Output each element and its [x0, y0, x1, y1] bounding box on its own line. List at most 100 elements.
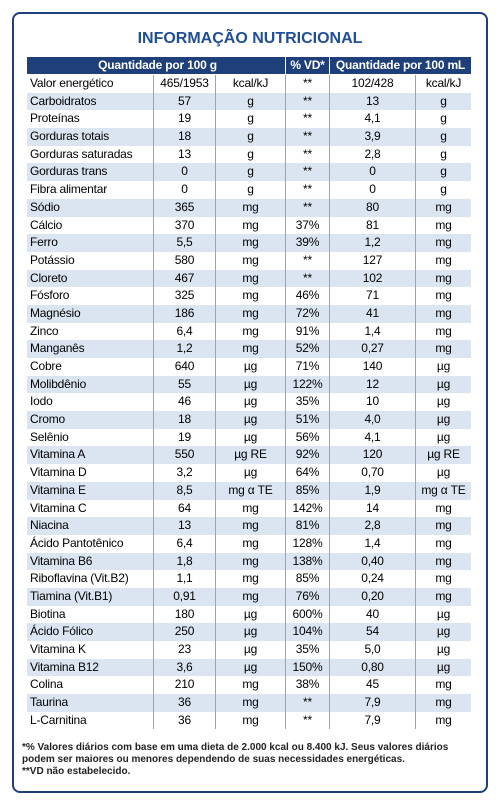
nutrient: Vitamina A — [30, 447, 86, 462]
nutrient: Taurina — [30, 695, 68, 710]
amount: 18 — [153, 411, 215, 429]
table-row: Molibdênio 55 µg 122% 12 µg — [27, 375, 471, 394]
amount-ml: 14 — [329, 499, 415, 518]
amount: 6,4 — [153, 322, 215, 341]
unit-ml: µg — [415, 658, 471, 677]
amount-ml: 127 — [329, 251, 415, 270]
unit-ml: kcal/kJ — [415, 75, 471, 93]
unit-ml: µg — [415, 375, 471, 394]
amount: 0 — [153, 163, 215, 182]
daily-value: 92% — [285, 446, 329, 465]
daily-value: 46% — [285, 287, 329, 305]
table-row: Fósforo 325 mg 46% 71 mg — [27, 287, 471, 305]
unit: µg — [215, 393, 285, 412]
nutrient: Gorduras saturadas — [30, 146, 133, 161]
unit: mg — [215, 287, 285, 305]
daily-value: 56% — [285, 428, 329, 447]
amount-ml: 0,80 — [329, 658, 415, 677]
unit: µg — [215, 641, 285, 659]
table-row: Proteínas 19 g ** 4,1 g — [27, 110, 471, 129]
amount: 467 — [153, 269, 215, 288]
table-row: Gorduras trans 0 g ** 0 g — [27, 163, 471, 182]
amount-ml: 0,70 — [329, 464, 415, 482]
unit-ml: mg — [415, 694, 471, 712]
table-row: Manganês 1,2 mg 52% 0,27 mg — [27, 340, 471, 358]
daily-value: 72% — [285, 304, 329, 323]
daily-value: 38% — [285, 676, 329, 695]
unit-ml: mg — [415, 552, 471, 571]
unit: mg α TE — [215, 481, 285, 500]
nutrient: L-Carnitina — [30, 712, 87, 727]
panel: INFORMAÇÃO NUTRICIONAL Quantidade por 10… — [12, 12, 488, 793]
nutrient: Selênio — [30, 429, 69, 444]
unit: mg — [215, 234, 285, 252]
unit: mg — [215, 251, 285, 270]
unit-ml: µg — [415, 411, 471, 429]
amount: 640 — [153, 358, 215, 376]
amount-ml: 41 — [329, 304, 415, 323]
unit: µg — [215, 428, 285, 447]
nutrient: Vitamina E — [30, 482, 86, 497]
header-cell: Quantidade por 100 mL — [329, 57, 471, 74]
unit-ml: µg — [415, 464, 471, 482]
nutrient: Fibra alimentar — [30, 182, 108, 197]
unit-ml: mg — [415, 198, 471, 217]
unit: µg — [215, 658, 285, 677]
daily-value: ** — [285, 251, 329, 270]
unit-ml: g — [415, 163, 471, 182]
unit-ml: µg — [415, 428, 471, 447]
amount-ml: 1,9 — [329, 481, 415, 500]
amount: 550 — [153, 446, 215, 465]
amount-ml: 1,2 — [329, 234, 415, 252]
unit-ml: mg — [415, 587, 471, 606]
footnotes: *% Valores diários com base em uma dieta… — [22, 742, 482, 778]
unit: mg — [215, 216, 285, 235]
nutrient: Magnésio — [30, 305, 81, 320]
unit: µg — [215, 411, 285, 429]
amount: 370 — [153, 216, 215, 235]
table-row: Ferro 5,5 mg 39% 1,2 mg — [27, 234, 471, 252]
footnote: **VD não estabelecido. — [22, 766, 131, 777]
nutrient: Fósforo — [30, 288, 70, 303]
unit: µg — [215, 358, 285, 376]
amount: 55 — [153, 375, 215, 394]
table-row: Colina 210 mg 38% 45 mg — [27, 676, 471, 695]
daily-value: ** — [285, 711, 329, 730]
unit: µg — [215, 464, 285, 482]
daily-value: ** — [285, 269, 329, 288]
table-row: Vitamina B12 3,6 µg 150% 0,80 µg — [27, 658, 471, 677]
header-cell: % VD* — [285, 57, 329, 74]
amount-ml: 120 — [329, 446, 415, 465]
unit: mg — [215, 322, 285, 341]
nutrient: Proteínas — [30, 111, 80, 126]
amount: 46 — [153, 393, 215, 412]
unit-ml: µg — [415, 393, 471, 412]
daily-value: 35% — [285, 393, 329, 412]
unit: mg — [215, 499, 285, 518]
nutrient: Gorduras trans — [30, 164, 108, 179]
unit: g — [215, 128, 285, 146]
amount: 13 — [153, 145, 215, 164]
nutrient: Cobre — [30, 359, 62, 373]
amount-ml: 102/428 — [329, 75, 415, 93]
unit: g — [215, 163, 285, 182]
amount-ml: 3,9 — [329, 128, 415, 146]
daily-value: ** — [285, 128, 329, 146]
amount: 57 — [153, 92, 215, 111]
nutrient: Potássio — [30, 252, 75, 267]
unit: mg — [215, 694, 285, 712]
amount-ml: 40 — [329, 605, 415, 624]
amount-ml: 0 — [329, 181, 415, 199]
unit-ml: g — [415, 128, 471, 146]
table-row: Cobre 640 µg 71% 140 µg — [27, 358, 471, 376]
table-row: Cálcio 370 mg 37% 81 mg — [27, 216, 471, 235]
nutrient: Sódio — [30, 199, 60, 214]
daily-value: ** — [285, 198, 329, 217]
table-row: Vitamina B6 1,8 mg 138% 0,40 mg — [27, 552, 471, 571]
unit: µg — [215, 605, 285, 624]
unit-ml: µg — [415, 623, 471, 641]
amount-ml: 5,0 — [329, 641, 415, 659]
amount-ml: 0,20 — [329, 587, 415, 606]
nutrient: Vitamina K — [30, 642, 86, 656]
nutrient: Riboflavina (Vit.B2) — [30, 571, 129, 586]
